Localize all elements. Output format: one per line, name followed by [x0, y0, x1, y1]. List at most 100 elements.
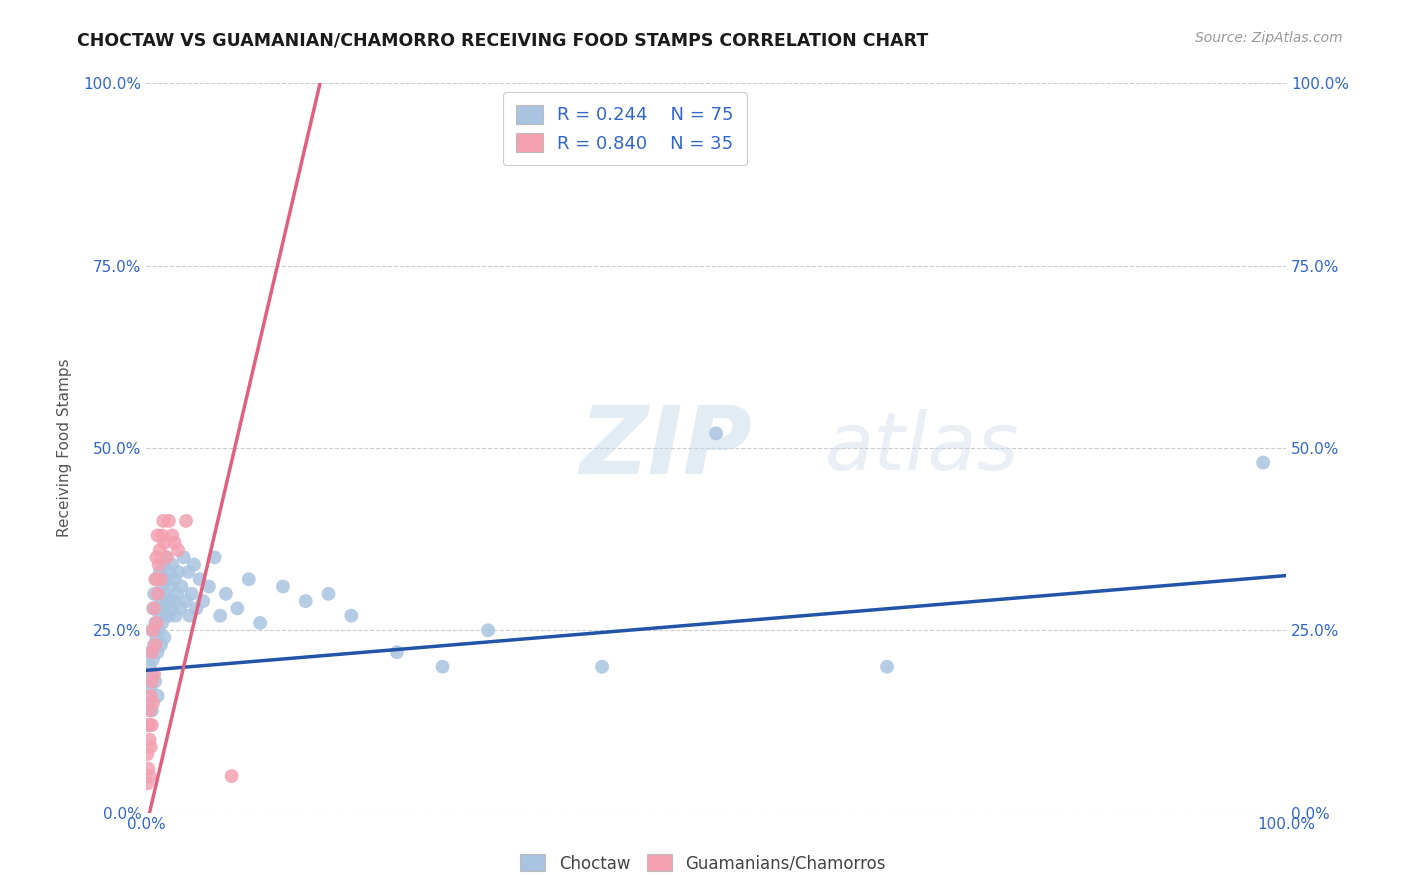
Point	[146, 587, 169, 601]
Point	[162, 558, 184, 572]
Point	[138, 703, 160, 717]
Point	[142, 652, 165, 666]
Point	[142, 601, 165, 615]
Point	[149, 565, 172, 579]
Point	[148, 558, 170, 572]
Point	[152, 558, 174, 572]
Point	[165, 608, 187, 623]
Text: Source: ZipAtlas.com: Source: ZipAtlas.com	[1195, 31, 1343, 45]
Point	[139, 645, 162, 659]
Point	[150, 528, 173, 542]
Point	[138, 718, 160, 732]
Point	[177, 565, 200, 579]
Legend: R = 0.244    N = 75, R = 0.840    N = 35: R = 0.244 N = 75, R = 0.840 N = 35	[503, 93, 747, 166]
Point	[1251, 456, 1274, 470]
Point	[704, 426, 727, 441]
Point	[591, 659, 613, 673]
Point	[141, 703, 163, 717]
Point	[385, 645, 408, 659]
Point	[136, 674, 159, 689]
Y-axis label: Receiving Food Stamps: Receiving Food Stamps	[58, 359, 72, 537]
Point	[139, 739, 162, 754]
Point	[156, 608, 179, 623]
Point	[141, 667, 163, 681]
Point	[188, 572, 211, 586]
Point	[477, 624, 499, 638]
Point	[149, 543, 172, 558]
Point	[138, 769, 160, 783]
Point	[138, 696, 160, 710]
Point	[215, 587, 238, 601]
Point	[170, 580, 193, 594]
Point	[138, 718, 160, 732]
Point	[238, 572, 260, 586]
Point	[136, 747, 159, 762]
Point	[157, 514, 180, 528]
Point	[167, 543, 190, 558]
Point	[146, 601, 169, 615]
Point	[143, 667, 166, 681]
Point	[143, 638, 166, 652]
Point	[145, 550, 167, 565]
Point	[163, 572, 186, 586]
Point	[174, 514, 197, 528]
Point	[174, 594, 197, 608]
Point	[198, 580, 221, 594]
Point	[138, 762, 160, 776]
Point	[160, 601, 183, 615]
Point	[153, 587, 176, 601]
Point	[142, 696, 165, 710]
Point	[173, 550, 195, 565]
Point	[249, 615, 271, 630]
Point	[155, 572, 177, 586]
Point	[146, 528, 169, 542]
Point	[226, 601, 249, 615]
Point	[136, 776, 159, 790]
Point	[146, 689, 169, 703]
Point	[876, 659, 898, 673]
Point	[143, 601, 166, 615]
Point	[145, 615, 167, 630]
Point	[141, 674, 163, 689]
Point	[152, 514, 174, 528]
Point	[153, 535, 176, 549]
Point	[141, 624, 163, 638]
Point	[156, 594, 179, 608]
Point	[138, 659, 160, 673]
Point	[183, 558, 205, 572]
Text: ZIP: ZIP	[579, 402, 752, 494]
Legend: Choctaw, Guamanians/Chamorros: Choctaw, Guamanians/Chamorros	[513, 847, 893, 880]
Point	[146, 645, 169, 659]
Point	[159, 580, 181, 594]
Point	[149, 608, 172, 623]
Point	[157, 565, 180, 579]
Point	[186, 601, 208, 615]
Point	[318, 587, 340, 601]
Point	[141, 645, 163, 659]
Point	[156, 550, 179, 565]
Point	[149, 572, 172, 586]
Point	[271, 580, 294, 594]
Point	[139, 681, 162, 696]
Point	[180, 587, 202, 601]
Point	[152, 601, 174, 615]
Point	[142, 624, 165, 638]
Point	[167, 565, 190, 579]
Text: CHOCTAW VS GUAMANIAN/CHAMORRO RECEIVING FOOD STAMPS CORRELATION CHART: CHOCTAW VS GUAMANIAN/CHAMORRO RECEIVING …	[77, 31, 928, 49]
Point	[157, 608, 180, 623]
Point	[153, 631, 176, 645]
Point	[149, 638, 172, 652]
Point	[148, 624, 170, 638]
Point	[191, 594, 214, 608]
Point	[145, 631, 167, 645]
Text: atlas: atlas	[824, 409, 1019, 487]
Point	[169, 601, 191, 615]
Point	[179, 608, 201, 623]
Point	[139, 689, 162, 703]
Point	[145, 572, 167, 586]
Point	[149, 594, 172, 608]
Point	[162, 594, 184, 608]
Point	[209, 608, 232, 623]
Point	[143, 615, 166, 630]
Point	[162, 528, 184, 542]
